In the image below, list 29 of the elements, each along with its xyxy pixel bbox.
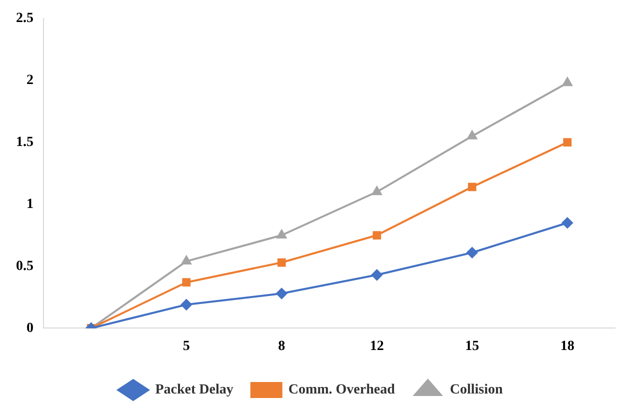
point [563, 138, 572, 146]
point [371, 269, 382, 280]
y-tick-label: 2.5 [16, 11, 34, 26]
point [277, 258, 286, 267]
point [467, 130, 478, 140]
point [181, 256, 192, 265]
x-tick-label: 18 [560, 339, 574, 354]
x-tick-label: 12 [370, 339, 384, 354]
y-tick-label: 1 [26, 196, 34, 212]
point [468, 182, 476, 192]
legend-label: Packet Delay [155, 382, 234, 398]
x-tick-label: 15 [465, 339, 480, 354]
point [372, 231, 382, 240]
point [562, 77, 572, 86]
y-tick-label: 1.5 [16, 134, 34, 150]
x-tick-label: 5 [182, 339, 190, 354]
point [562, 217, 573, 228]
point [180, 299, 192, 310]
point [466, 247, 478, 258]
y-tick-label: 0 [26, 320, 34, 336]
point [276, 288, 288, 300]
y-tick-label: 2 [26, 72, 34, 88]
point [182, 278, 191, 287]
legend-label: Comm. Overhead [288, 382, 396, 398]
legend-label: Collision [450, 382, 504, 398]
point [372, 186, 382, 196]
y-tick-label: 0.5 [16, 258, 34, 274]
x-tick-label: 8 [278, 339, 286, 354]
point [276, 230, 287, 239]
